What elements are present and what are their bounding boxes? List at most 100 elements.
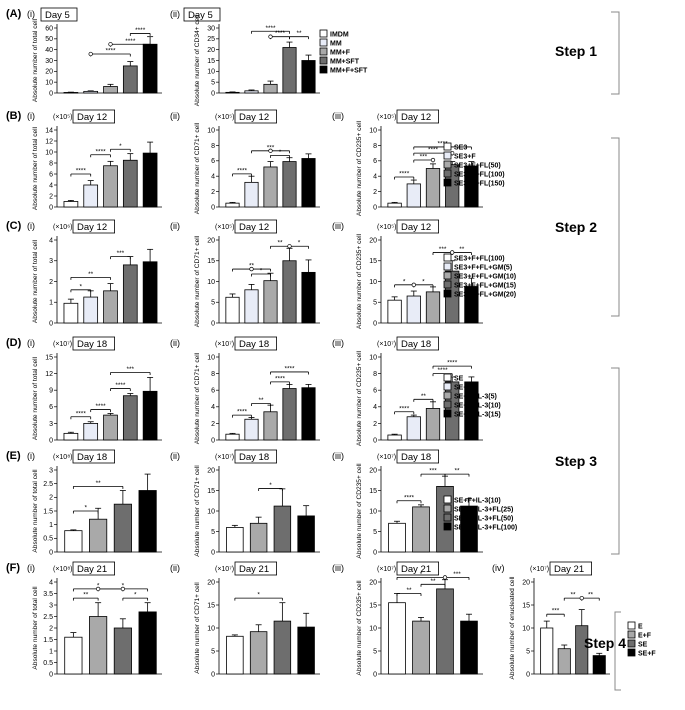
significance-label: **** [447, 360, 458, 367]
y-axis-label: Absolute number of CD34+ cell [194, 14, 201, 106]
y-tick-label: 6 [373, 158, 377, 165]
y-tick-label: 0 [526, 671, 530, 678]
y-axis-label: Absolute number of total cell [32, 356, 39, 440]
panel: (iv) (×10⁷) Day 21 Absolute number of enucl… [492, 561, 610, 680]
bar [138, 611, 157, 675]
bar [63, 302, 79, 324]
panel-sub-index: (ii) [170, 338, 180, 348]
significance-label: * [122, 582, 125, 589]
day-box [396, 561, 439, 576]
step-group: Step 4 [584, 611, 626, 691]
y-axis-label: Absolute number of total cell [32, 586, 39, 670]
y-tick-label: 2 [49, 279, 53, 286]
bar [406, 416, 421, 441]
panel-sub-index: (i) [27, 563, 35, 573]
bracket-node [108, 42, 113, 47]
day-box [183, 7, 221, 22]
bar [64, 530, 83, 553]
y-tick-label: 0 [373, 549, 377, 556]
panel-sub-index: (iii) [332, 451, 344, 461]
step-bracket [611, 367, 620, 555]
y-tick-label: 2 [49, 625, 53, 632]
legend-item: SE3 [454, 145, 467, 152]
bar [297, 515, 315, 553]
legend-swatch [319, 29, 328, 38]
legend-item: SE [454, 376, 464, 383]
significance-label: **** [284, 365, 295, 372]
day-label: Day 18 [401, 452, 431, 463]
legend-swatch [319, 47, 328, 56]
y-tick-label: 0 [49, 320, 53, 327]
y-tick-label: 20 [369, 579, 377, 586]
step-group: Step 1 [555, 11, 620, 95]
legend-swatch [443, 522, 452, 531]
legend-swatch [319, 65, 328, 74]
y-axis-label: Absolute number of CD71+ cell [194, 352, 201, 444]
day-label: Day 12 [401, 112, 431, 123]
panel-sub-index: (ii) [170, 111, 180, 121]
significance-label: ** [249, 263, 255, 270]
bar [225, 202, 240, 208]
panel-sub-index: (i) [27, 111, 35, 121]
day-box [396, 219, 439, 234]
significance-label: **** [237, 409, 248, 416]
day-box [396, 336, 439, 351]
step-label: Step 4 [584, 635, 626, 651]
bar [263, 280, 278, 324]
y-tick-label: 10 [45, 80, 53, 87]
significance-label: ** [96, 480, 102, 487]
scale-factor: (×10⁸) [53, 454, 73, 461]
y-tick-label: 0 [373, 320, 377, 327]
significance-label: ** [296, 30, 302, 37]
bar [122, 159, 138, 208]
day-box [396, 449, 439, 464]
legend-item: MM [330, 41, 342, 48]
legend-swatch [443, 280, 452, 289]
significance-label: *** [420, 154, 428, 161]
y-tick-label: 4 [49, 579, 53, 586]
legend-swatch [627, 621, 636, 630]
scale-factor: (×10⁷) [53, 341, 72, 348]
day-label: Day 5 [188, 10, 213, 21]
bar [263, 411, 278, 441]
y-axis-label: Absolute number of enucleated cell [509, 576, 516, 680]
bar [83, 184, 99, 208]
significance-label: * [84, 505, 87, 512]
legend-item: SE3+F+FL+GM(10) [454, 274, 516, 281]
panel: (iii) (×10⁷) Day 21 Absolute number of CD23… [332, 561, 483, 678]
bar [412, 620, 430, 675]
scale-factor: (×10⁷) [215, 454, 234, 461]
panel-sub-index: (ii) [170, 563, 180, 573]
bar [388, 602, 406, 675]
bar [103, 165, 118, 208]
panel-letter: (E) [6, 450, 21, 462]
bar [592, 655, 606, 675]
bar [122, 395, 138, 441]
y-tick-label: 0 [211, 549, 215, 556]
day-box [72, 561, 115, 576]
legend-swatch [319, 56, 328, 65]
significance-label: * [422, 278, 425, 285]
y-tick-label: 10 [207, 625, 215, 632]
bar [387, 202, 402, 208]
significance-label: **** [399, 170, 410, 177]
bar [263, 83, 278, 94]
bar [297, 626, 315, 675]
legend-item: SE+F+IL-3(10) [454, 403, 501, 410]
legend-swatch [443, 513, 452, 522]
significance-label: ** [258, 397, 264, 404]
y-tick-label: 8 [49, 160, 53, 167]
panel-sub-index: (iii) [332, 338, 344, 348]
day-label: Day 21 [77, 564, 107, 575]
legend-item: SE3+F [454, 154, 476, 161]
y-tick-label: 8 [373, 143, 377, 150]
panel-sub-index: (i) [27, 221, 35, 231]
y-tick-label: 5 [526, 648, 530, 655]
bar [273, 505, 292, 553]
y-tick-label: 10 [522, 625, 530, 632]
scale-factor: (×10⁸) [53, 566, 73, 573]
legend-swatch [443, 169, 452, 178]
significance-label: ** [88, 271, 94, 278]
y-tick-label: 3 [49, 602, 53, 609]
bar [282, 260, 297, 324]
